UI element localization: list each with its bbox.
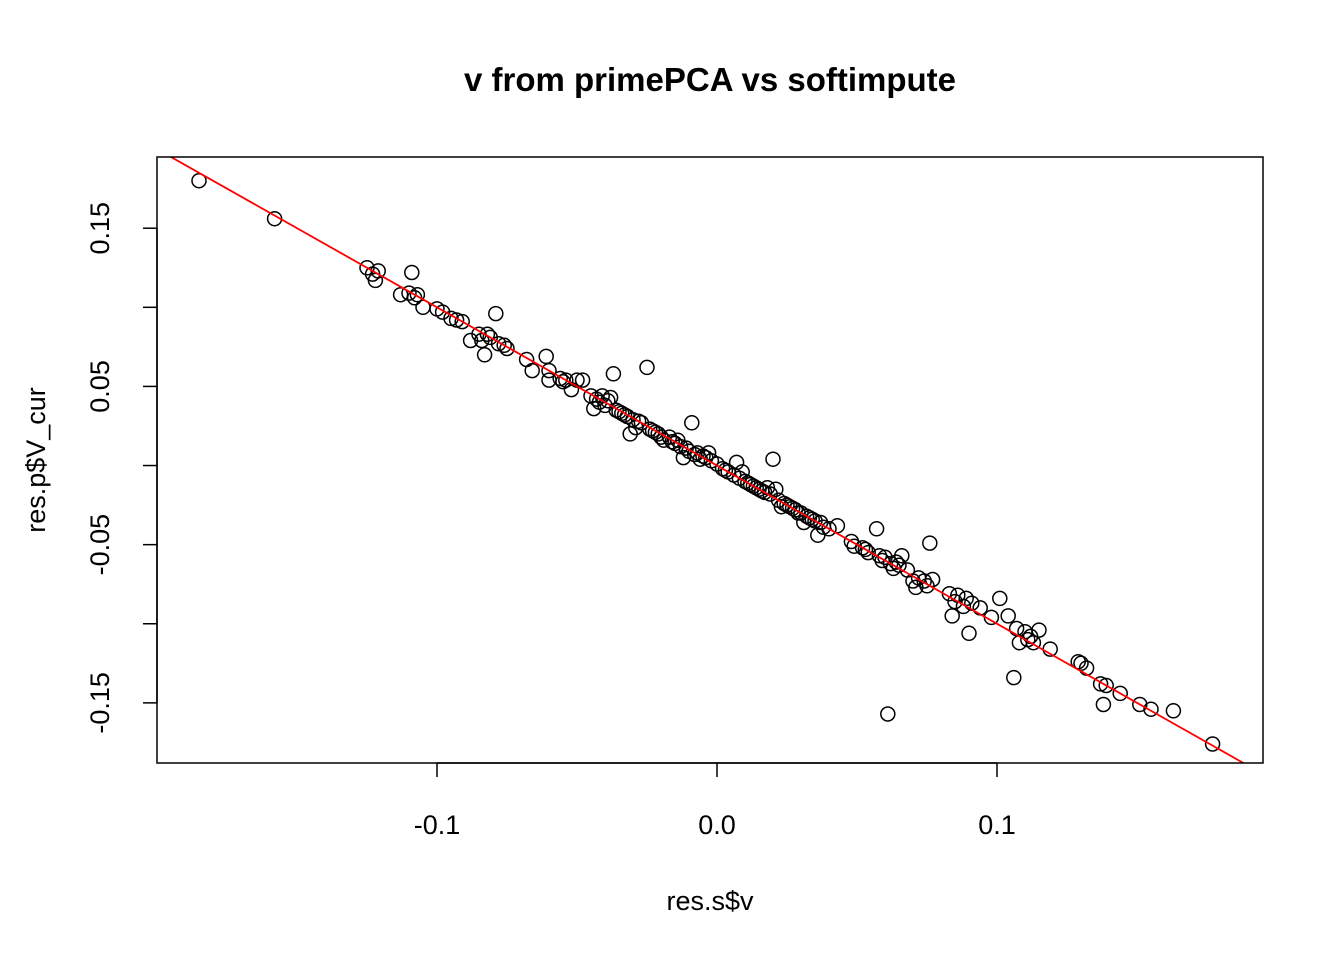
data-point — [784, 500, 801, 517]
data-point — [524, 362, 540, 379]
data-point — [961, 625, 977, 642]
data-point — [854, 540, 871, 556]
data-point — [1143, 701, 1159, 717]
x-tick-label: -0.1 — [414, 810, 461, 840]
data-point — [409, 286, 426, 303]
data-point — [922, 535, 938, 551]
data-point — [992, 590, 1008, 607]
data-point — [1204, 736, 1221, 752]
data-point — [765, 451, 781, 467]
data-point — [894, 547, 910, 564]
data-point — [1008, 620, 1025, 637]
y-tick-label: -0.15 — [85, 672, 115, 734]
data-point — [1000, 608, 1016, 624]
data-point — [672, 438, 689, 455]
data-point — [1165, 703, 1182, 719]
data-point — [728, 454, 745, 471]
data-point — [448, 312, 465, 328]
data-point — [804, 511, 820, 528]
data-point — [1098, 677, 1114, 694]
data-point — [541, 362, 557, 379]
x-axis-label: res.s$v — [666, 886, 754, 916]
data-point — [625, 411, 641, 428]
data-point — [558, 372, 574, 388]
y-tick-label: 0.05 — [85, 360, 115, 413]
data-point — [768, 481, 784, 498]
data-point — [605, 366, 622, 382]
y-tick-label: 0.15 — [85, 202, 115, 255]
data-point — [630, 413, 647, 429]
data-point — [616, 407, 633, 423]
chart-title: v from primePCA vs softimpute — [464, 61, 956, 98]
data-point — [1095, 696, 1112, 713]
reference-line — [169, 157, 1246, 763]
data-point — [1112, 685, 1128, 702]
data-point — [647, 424, 664, 441]
data-points — [191, 172, 1221, 752]
y-tick-label: -0.05 — [85, 514, 115, 576]
data-point — [860, 544, 876, 561]
data-point — [1006, 669, 1022, 686]
data-point — [880, 706, 896, 722]
data-point — [574, 372, 591, 388]
data-point — [538, 348, 554, 365]
data-point — [454, 313, 470, 330]
x-tick-label: 0.1 — [978, 810, 1016, 840]
y-axis: 0.15 0.05 -0.05 -0.15 — [85, 202, 158, 734]
data-point — [401, 285, 417, 301]
data-point — [717, 462, 734, 479]
data-point — [490, 335, 507, 352]
data-point — [664, 434, 680, 450]
y-axis-label: res.p$V_cur — [21, 387, 51, 533]
reference-line-layer — [169, 157, 1246, 763]
data-point — [552, 370, 568, 387]
x-tick-label: 0.0 — [698, 810, 736, 840]
data-point — [1092, 676, 1109, 692]
data-point — [499, 340, 515, 357]
x-axis: -0.1 0.0 0.1 — [414, 762, 1016, 840]
data-point — [476, 347, 493, 363]
data-point — [944, 608, 960, 624]
data-point — [821, 521, 837, 537]
data-point — [488, 305, 504, 322]
data-point — [857, 541, 874, 558]
data-point — [684, 415, 700, 431]
data-point — [639, 359, 655, 376]
data-point — [479, 326, 496, 342]
data-point — [1031, 622, 1047, 638]
data-point — [496, 337, 512, 354]
data-point — [955, 598, 972, 615]
data-point — [972, 600, 988, 616]
data-point — [868, 521, 885, 537]
plot-area — [156, 156, 1264, 764]
data-point — [404, 264, 420, 281]
data-point — [1025, 634, 1042, 651]
